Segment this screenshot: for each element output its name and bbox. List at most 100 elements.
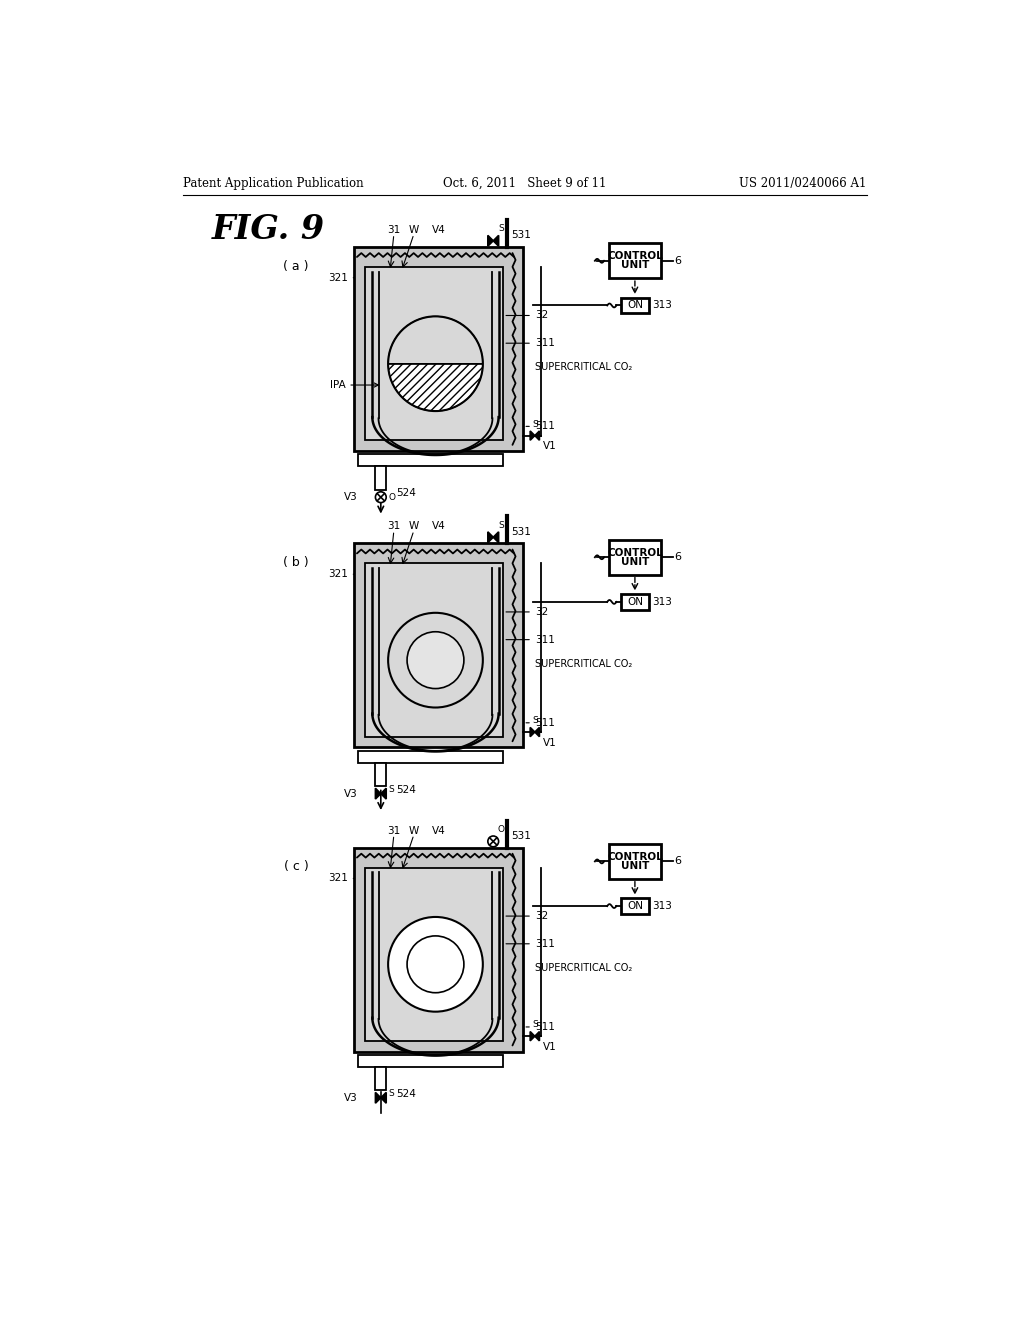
Circle shape bbox=[376, 492, 386, 503]
Text: US 2011/0240066 A1: US 2011/0240066 A1 bbox=[739, 177, 866, 190]
Bar bbox=[354, 847, 523, 1052]
Text: 524: 524 bbox=[396, 785, 416, 795]
Text: 511: 511 bbox=[526, 421, 555, 432]
Bar bbox=[357, 454, 503, 466]
Bar bbox=[621, 594, 649, 610]
Text: 6: 6 bbox=[674, 552, 681, 562]
Bar bbox=[621, 899, 649, 913]
Text: S: S bbox=[531, 1020, 538, 1030]
Polygon shape bbox=[388, 364, 483, 411]
Text: S: S bbox=[498, 224, 504, 234]
Polygon shape bbox=[535, 1032, 540, 1040]
Text: ON: ON bbox=[627, 597, 643, 607]
Text: SUPERCRITICAL CO₂: SUPERCRITICAL CO₂ bbox=[535, 363, 632, 372]
Text: 524: 524 bbox=[396, 488, 416, 499]
Polygon shape bbox=[388, 317, 483, 364]
Bar bbox=[354, 247, 523, 451]
Bar bbox=[376, 763, 386, 785]
Text: Oct. 6, 2011   Sheet 9 of 11: Oct. 6, 2011 Sheet 9 of 11 bbox=[443, 177, 606, 190]
Text: S: S bbox=[498, 520, 504, 529]
Text: IPA: IPA bbox=[330, 380, 378, 389]
Text: 6: 6 bbox=[674, 857, 681, 866]
Polygon shape bbox=[381, 1093, 386, 1104]
Polygon shape bbox=[487, 532, 494, 543]
Text: V3: V3 bbox=[344, 788, 357, 799]
Text: ( b ): ( b ) bbox=[284, 556, 309, 569]
Text: 311: 311 bbox=[506, 338, 555, 348]
Text: 311: 311 bbox=[506, 939, 555, 949]
Polygon shape bbox=[530, 430, 535, 441]
Text: V3: V3 bbox=[344, 1093, 357, 1102]
Text: 32: 32 bbox=[506, 310, 548, 321]
Bar bbox=[608, 243, 662, 279]
Bar bbox=[608, 843, 662, 879]
Text: O: O bbox=[388, 492, 395, 502]
Bar bbox=[365, 564, 503, 737]
Text: 524: 524 bbox=[396, 1089, 416, 1100]
Text: ( a ): ( a ) bbox=[284, 260, 309, 273]
Text: S: S bbox=[388, 1089, 394, 1098]
Text: 531: 531 bbox=[511, 832, 530, 841]
Text: ON: ON bbox=[627, 902, 643, 911]
Text: 6: 6 bbox=[674, 256, 681, 265]
Text: 311: 311 bbox=[506, 635, 555, 644]
Text: W: W bbox=[409, 521, 419, 532]
Bar bbox=[365, 867, 503, 1040]
Text: S: S bbox=[531, 717, 538, 725]
Text: ( c ): ( c ) bbox=[284, 861, 308, 874]
Bar bbox=[376, 1067, 386, 1090]
Bar bbox=[621, 298, 649, 313]
Polygon shape bbox=[530, 1032, 535, 1040]
Text: V4: V4 bbox=[432, 521, 445, 532]
Text: S: S bbox=[388, 785, 394, 795]
Text: O: O bbox=[498, 825, 505, 834]
Text: 531: 531 bbox=[511, 231, 530, 240]
Circle shape bbox=[388, 612, 483, 708]
Text: 313: 313 bbox=[652, 902, 673, 911]
Bar bbox=[357, 1055, 503, 1067]
Text: 321: 321 bbox=[328, 273, 354, 282]
Bar bbox=[608, 540, 662, 574]
Polygon shape bbox=[487, 235, 494, 246]
Text: SUPERCRITICAL CO₂: SUPERCRITICAL CO₂ bbox=[535, 964, 632, 973]
Text: 31: 31 bbox=[387, 825, 400, 836]
Text: 511: 511 bbox=[526, 1022, 555, 1032]
Text: UNIT: UNIT bbox=[621, 861, 649, 871]
Circle shape bbox=[388, 917, 483, 1011]
Text: V4: V4 bbox=[432, 224, 445, 235]
Bar bbox=[365, 267, 503, 441]
Text: V1: V1 bbox=[543, 441, 556, 451]
Polygon shape bbox=[376, 1093, 381, 1104]
Text: SUPERCRITICAL CO₂: SUPERCRITICAL CO₂ bbox=[535, 659, 632, 669]
Polygon shape bbox=[535, 430, 540, 441]
Text: 511: 511 bbox=[526, 718, 555, 727]
Text: 32: 32 bbox=[506, 911, 548, 921]
Text: W: W bbox=[409, 825, 419, 836]
Text: W: W bbox=[409, 224, 419, 235]
Text: 313: 313 bbox=[652, 597, 673, 607]
Text: CONTROL: CONTROL bbox=[607, 548, 663, 557]
Bar bbox=[357, 751, 503, 763]
Circle shape bbox=[487, 836, 499, 847]
Bar bbox=[354, 544, 523, 747]
Circle shape bbox=[408, 632, 464, 689]
Text: V4: V4 bbox=[432, 825, 445, 836]
Text: FIG. 9: FIG. 9 bbox=[211, 213, 325, 246]
Text: 31: 31 bbox=[387, 521, 400, 532]
Text: 313: 313 bbox=[652, 301, 673, 310]
Text: 31: 31 bbox=[387, 224, 400, 235]
Polygon shape bbox=[530, 727, 535, 737]
Text: 531: 531 bbox=[511, 527, 530, 537]
Text: V1: V1 bbox=[543, 738, 556, 748]
Text: UNIT: UNIT bbox=[621, 260, 649, 271]
Polygon shape bbox=[381, 788, 386, 799]
Text: 321: 321 bbox=[328, 569, 354, 579]
Circle shape bbox=[408, 936, 464, 993]
Text: ON: ON bbox=[627, 301, 643, 310]
Text: Patent Application Publication: Patent Application Publication bbox=[183, 177, 364, 190]
Text: 321: 321 bbox=[328, 874, 354, 883]
Text: CONTROL: CONTROL bbox=[607, 851, 663, 862]
Polygon shape bbox=[376, 788, 381, 799]
Text: S: S bbox=[531, 420, 538, 429]
Text: V1: V1 bbox=[543, 1041, 556, 1052]
